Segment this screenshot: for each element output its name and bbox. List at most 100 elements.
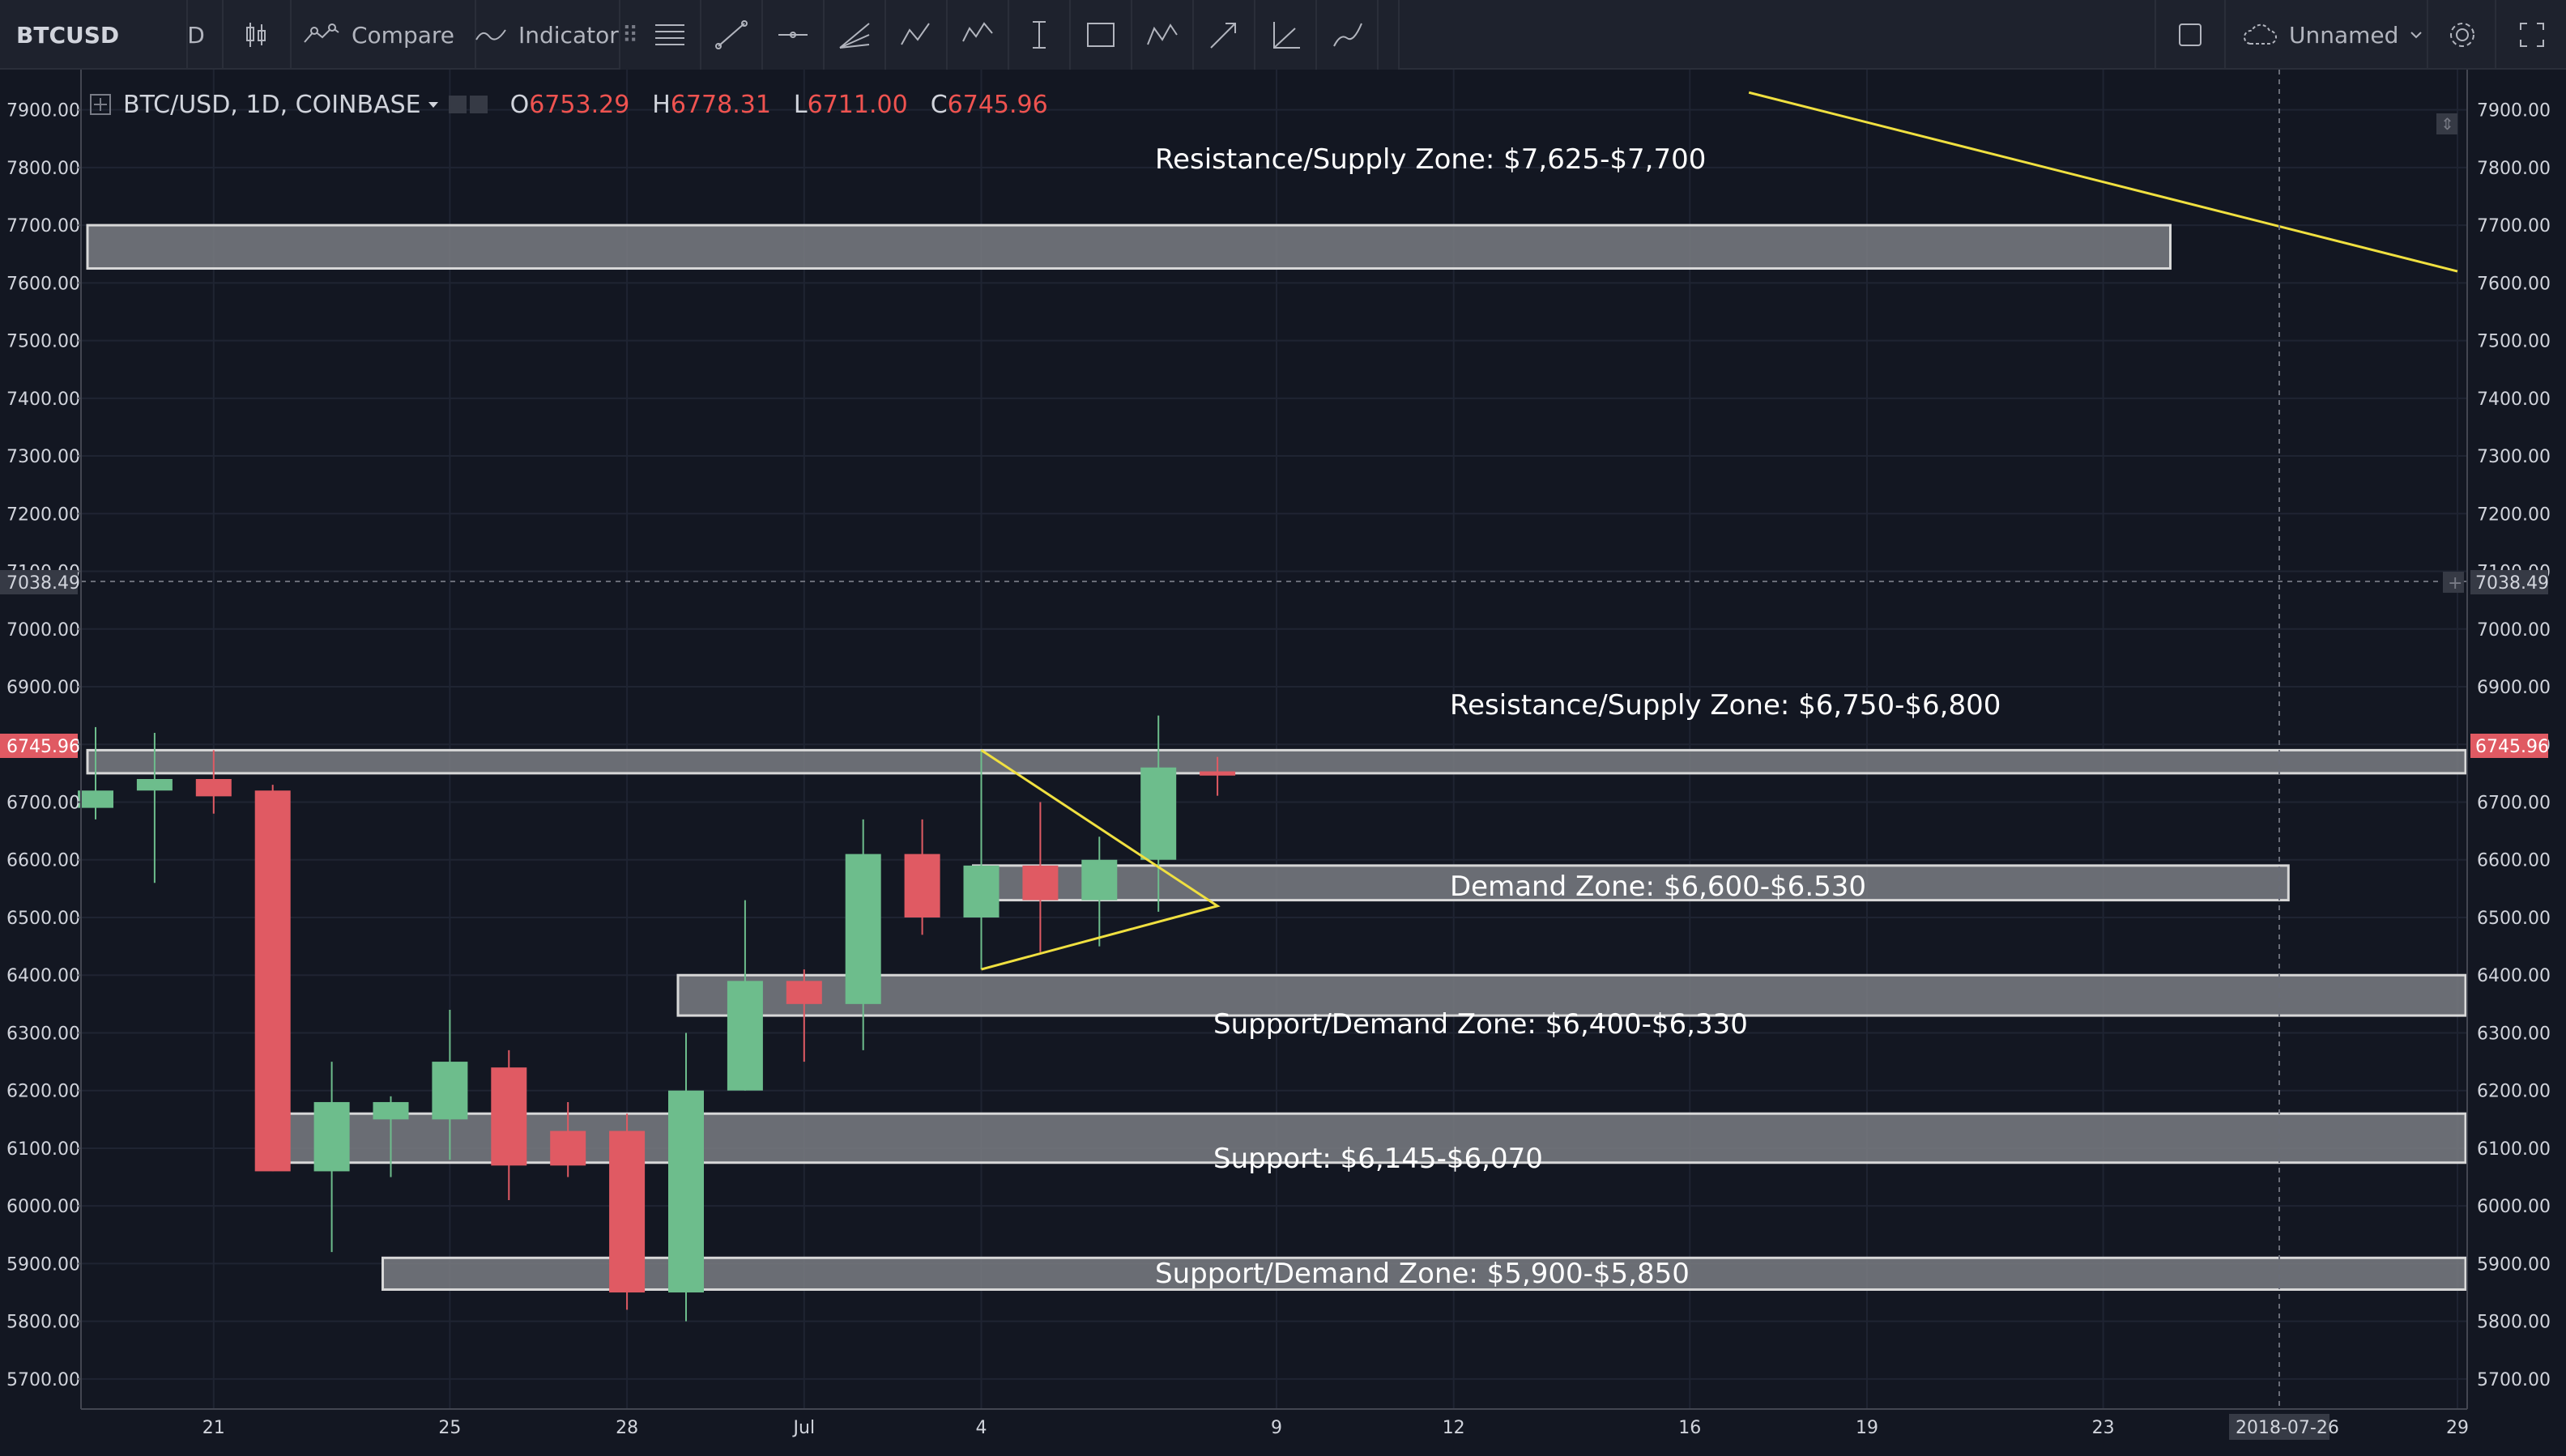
price-tick-label: 6600.00 <box>6 851 80 871</box>
legend-dropdown-icon[interactable] <box>426 99 441 110</box>
time-tick-label: 16 <box>1678 1418 1701 1438</box>
add-alert-plus-button[interactable] <box>2443 572 2464 593</box>
price-tick-label: 6600.00 <box>2477 851 2551 871</box>
horizontal-line-icon <box>778 32 808 38</box>
text-cursor-tool-button[interactable] <box>1009 0 1071 70</box>
zone-labels-layer: Resistance/Supply Zone: $7,625-$7,700 Res… <box>1155 143 2001 1290</box>
price-tick-label: 7600.00 <box>2477 274 2551 294</box>
indicators-button[interactable]: Indicator <box>462 0 637 70</box>
candle-body[interactable] <box>786 981 822 1004</box>
candle-body[interactable] <box>195 779 232 797</box>
candle-body[interactable] <box>373 1101 409 1120</box>
chevron-down-icon <box>2410 32 2423 39</box>
arrow-tool-button[interactable] <box>1194 0 1255 70</box>
horizontal-lines-icon <box>655 24 684 45</box>
elliott-wave-icon <box>962 22 993 42</box>
candle-body[interactable] <box>1200 771 1236 776</box>
rectangle-icon <box>1087 23 1115 47</box>
candle-body[interactable] <box>904 854 940 917</box>
arrow-icon <box>1210 23 1236 49</box>
price-tick-label: 6100.00 <box>2477 1139 2551 1160</box>
zone-label[interactable]: Demand Zone: $6,600-$6.530 <box>1450 871 1866 903</box>
candle-body[interactable] <box>1140 767 1177 860</box>
price-tick-label: 7700.00 <box>6 216 80 236</box>
time-tick-label: 23 <box>2092 1418 2115 1438</box>
legend-symbol[interactable]: BTC/USD, 1D, COINBASE <box>123 90 421 119</box>
zone-rect[interactable] <box>972 864 2290 902</box>
price-tick-label: 5900.00 <box>2477 1254 2551 1275</box>
price-tick-label: 6300.00 <box>6 1024 80 1044</box>
zones-layer <box>86 224 2467 1291</box>
candle-body[interactable] <box>609 1130 646 1293</box>
horizontal-lines-tool-button[interactable] <box>640 0 701 70</box>
candle-body[interactable] <box>963 865 1000 917</box>
last-price-tag-right <box>2470 734 2548 758</box>
candle-body[interactable] <box>432 1062 468 1120</box>
candle-body[interactable] <box>727 981 763 1091</box>
candle-body[interactable] <box>491 1067 527 1166</box>
zone-rect[interactable] <box>86 224 2172 270</box>
xabcd-pattern-tool-button[interactable] <box>1132 0 1194 70</box>
top-toolbar: BTCUSD D Compare Indicator ⠿ <box>0 0 2566 70</box>
zone-label[interactable]: Support/Demand Zone: $6,400-$6,330 <box>1213 1008 1748 1041</box>
angle-tool-button[interactable] <box>1255 0 1317 70</box>
candle-body[interactable] <box>136 779 173 791</box>
time-tick-label: 29 <box>2446 1418 2469 1438</box>
price-tick-label: 7800.00 <box>6 159 80 179</box>
zone-label[interactable]: Support: $6,145-$6,070 <box>1213 1143 1543 1175</box>
expand-legend-icon[interactable] <box>89 93 112 116</box>
price-tick-label: 6500.00 <box>6 909 80 929</box>
elliott-wave-tool-button[interactable] <box>948 0 1009 70</box>
time-tick-label: 25 <box>438 1418 461 1438</box>
price-tick-label: 7900.00 <box>6 101 80 121</box>
price-tick-label: 6000.00 <box>6 1197 80 1217</box>
candle-body[interactable] <box>550 1130 586 1166</box>
time-axis[interactable]: 21 25 28 Jul 4 9 12 16 19 23 29 <box>202 1418 2469 1438</box>
zone-label[interactable]: Resistance/Supply Zone: $7,625-$7,700 <box>1155 143 1706 176</box>
compare-button[interactable]: Compare <box>290 0 476 70</box>
candle-body[interactable] <box>254 790 291 1172</box>
layout-select-button[interactable] <box>2155 0 2224 70</box>
trend-line[interactable] <box>1748 91 2458 273</box>
symbol-search-button[interactable]: BTCUSD <box>0 0 188 70</box>
zone-label[interactable]: Resistance/Supply Zone: $6,750-$6,800 <box>1450 689 2001 722</box>
abcd-pattern-tool-button[interactable] <box>886 0 948 70</box>
settings-button[interactable] <box>2427 0 2496 70</box>
pitchfork-icon <box>839 23 870 49</box>
fullscreen-button[interactable] <box>2495 0 2566 70</box>
interval-button[interactable]: D <box>170 0 224 70</box>
brush-tool-button[interactable] <box>1317 0 1379 70</box>
price-chart[interactable]: Resistance/Supply Zone: $7,625-$7,700 Res… <box>0 70 2566 1456</box>
zone-rect[interactable] <box>676 973 2467 1017</box>
toolbar-grip-icon[interactable]: ⠿ <box>621 21 639 49</box>
scroll-to-realtime-button[interactable] <box>2436 113 2457 134</box>
time-tick-label: 19 <box>1856 1418 1878 1438</box>
candle-body[interactable] <box>78 790 113 808</box>
candle-body[interactable] <box>845 854 881 1004</box>
zone-rect[interactable] <box>86 748 2467 775</box>
candle-body[interactable] <box>313 1101 350 1172</box>
trend-line-tool-button[interactable] <box>701 0 763 70</box>
price-tick-label: 5800.00 <box>6 1313 80 1333</box>
candle-body[interactable] <box>1022 865 1059 900</box>
time-tick-label: 28 <box>616 1418 638 1438</box>
horizontal-line-tool-button[interactable] <box>763 0 825 70</box>
last-price-right: 6745.96 <box>2475 737 2549 757</box>
xabcd-pattern-icon <box>1147 23 1178 45</box>
zone-rect[interactable] <box>381 1256 2467 1291</box>
pitchfork-tool-button[interactable] <box>825 0 886 70</box>
save-layout-button[interactable]: Unnamed <box>2224 0 2445 70</box>
zone-label[interactable]: Support/Demand Zone: $5,900-$5,850 <box>1155 1258 1690 1290</box>
rectangle-tool-button[interactable] <box>1071 0 1132 70</box>
series-legend: BTC/USD, 1D, COINBASE O6753.29 H6778.31 … <box>89 84 1048 125</box>
legend-visibility-icon[interactable] <box>448 96 467 113</box>
candle-body[interactable] <box>668 1090 704 1293</box>
left-price-axis[interactable]: 7900.00 7800.00 7700.00 7600.00 7500.00 7400.… <box>6 101 81 1390</box>
trendlines-layer <box>980 91 2458 971</box>
legend-settings-icon[interactable] <box>469 96 488 113</box>
chart-type-button[interactable] <box>222 0 292 70</box>
candle-body[interactable] <box>1081 859 1118 900</box>
last-price-left: 6745.96 <box>6 737 80 757</box>
price-tick-label: 6300.00 <box>2477 1024 2551 1044</box>
trend-line[interactable] <box>980 749 1221 971</box>
